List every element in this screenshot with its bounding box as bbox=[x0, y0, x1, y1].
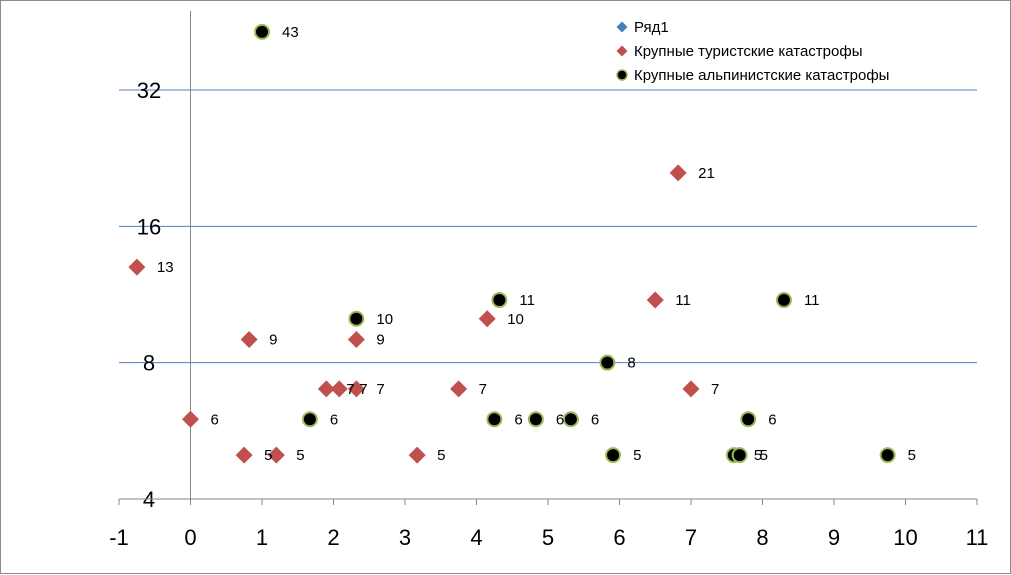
alpine-point bbox=[301, 411, 318, 428]
tourist-point bbox=[408, 446, 426, 464]
alpine-point bbox=[775, 292, 792, 309]
grid-layer bbox=[119, 89, 977, 364]
data-label: 11 bbox=[675, 292, 691, 309]
legend-marker bbox=[616, 21, 628, 33]
x-tick-label: 3 bbox=[399, 525, 411, 550]
data-label: 6 bbox=[211, 411, 219, 428]
x-tick-label: 0 bbox=[184, 525, 196, 550]
tourist-point bbox=[347, 380, 365, 398]
data-label: 5 bbox=[296, 447, 304, 464]
alpine-point bbox=[254, 23, 270, 40]
alpine-point bbox=[348, 310, 365, 327]
data-label: 7 bbox=[479, 381, 487, 398]
data-label: 8 bbox=[627, 355, 635, 372]
data-label: 6 bbox=[556, 411, 564, 428]
y-tick-label: 16 bbox=[137, 214, 161, 239]
data-label: 6 bbox=[330, 411, 338, 428]
data-label: 10 bbox=[376, 311, 393, 328]
data-label: 5 bbox=[633, 447, 641, 464]
alpine-point bbox=[605, 447, 622, 464]
data-label: 5 bbox=[437, 447, 445, 464]
y-tick-label: 32 bbox=[137, 78, 161, 103]
data-label: 6 bbox=[768, 411, 776, 428]
data-label: 5 bbox=[908, 447, 916, 464]
tourist-point bbox=[182, 410, 199, 428]
data-label: 5 bbox=[754, 447, 762, 464]
data-label: 7 bbox=[711, 381, 719, 398]
alpine-point bbox=[740, 411, 757, 428]
tourist-point bbox=[450, 380, 468, 398]
tourist-point bbox=[347, 331, 365, 349]
x-tick-label: 4 bbox=[470, 525, 482, 550]
data-label: 5 bbox=[264, 447, 272, 464]
legend-entry: Крупные туристские катастрофы bbox=[634, 43, 862, 60]
alpine-point bbox=[879, 447, 896, 464]
alpine-point bbox=[562, 411, 579, 428]
legend-marker bbox=[616, 69, 628, 81]
x-tick-label: 1 bbox=[256, 525, 268, 550]
legend-marker bbox=[616, 45, 628, 57]
data-label: 10 bbox=[507, 311, 524, 328]
tourist-point bbox=[317, 380, 335, 398]
data-label: 9 bbox=[269, 332, 277, 349]
y-tick-label: 8 bbox=[143, 351, 155, 376]
data-label: 5 bbox=[760, 447, 768, 464]
alpine-point bbox=[599, 354, 616, 371]
x-tick-label: 2 bbox=[327, 525, 339, 550]
x-tick-label: 6 bbox=[613, 525, 625, 550]
x-tick-label: 9 bbox=[828, 525, 840, 550]
legend-entry: Крупные альпинистские катастрофы bbox=[634, 67, 889, 84]
alpine-point bbox=[527, 411, 544, 428]
tourist-point bbox=[267, 446, 285, 464]
tourist-point bbox=[235, 446, 253, 464]
data-label: 21 bbox=[698, 165, 715, 182]
tourist-point bbox=[240, 331, 258, 349]
data-label: 9 bbox=[376, 332, 384, 349]
x-tick-label: 8 bbox=[756, 525, 768, 550]
x-tick-label: 11 bbox=[966, 525, 989, 550]
alpine-point bbox=[731, 447, 748, 464]
tourist-point bbox=[682, 380, 700, 398]
data-label: 7 bbox=[346, 381, 354, 398]
data-label: 43 bbox=[282, 24, 299, 41]
data-label: 7 bbox=[359, 381, 367, 398]
data-label: 7 bbox=[376, 381, 384, 398]
points-layer bbox=[128, 23, 896, 464]
data-label: 13 bbox=[157, 259, 174, 276]
tourist-point bbox=[646, 291, 664, 309]
data-label: 11 bbox=[519, 292, 535, 309]
data-label: 6 bbox=[514, 411, 522, 428]
data-label: 11 bbox=[804, 292, 820, 309]
legend-entry: Ряд1 bbox=[634, 19, 669, 36]
x-tick-label: 7 bbox=[685, 525, 697, 550]
x-tick-label: -1 bbox=[109, 525, 129, 550]
tourist-point bbox=[669, 164, 687, 182]
tourist-point bbox=[478, 310, 496, 328]
alpine-point bbox=[491, 292, 508, 309]
x-tick-label: 5 bbox=[542, 525, 554, 550]
legend: Ряд1 Крупные туристские катастрофы Крупные… bbox=[616, 19, 889, 84]
tourist-point bbox=[330, 380, 348, 398]
alpine-point bbox=[486, 411, 503, 428]
x-tick-label: 10 bbox=[893, 525, 917, 550]
data-label: 6 bbox=[591, 411, 599, 428]
tourist-point bbox=[128, 258, 146, 276]
